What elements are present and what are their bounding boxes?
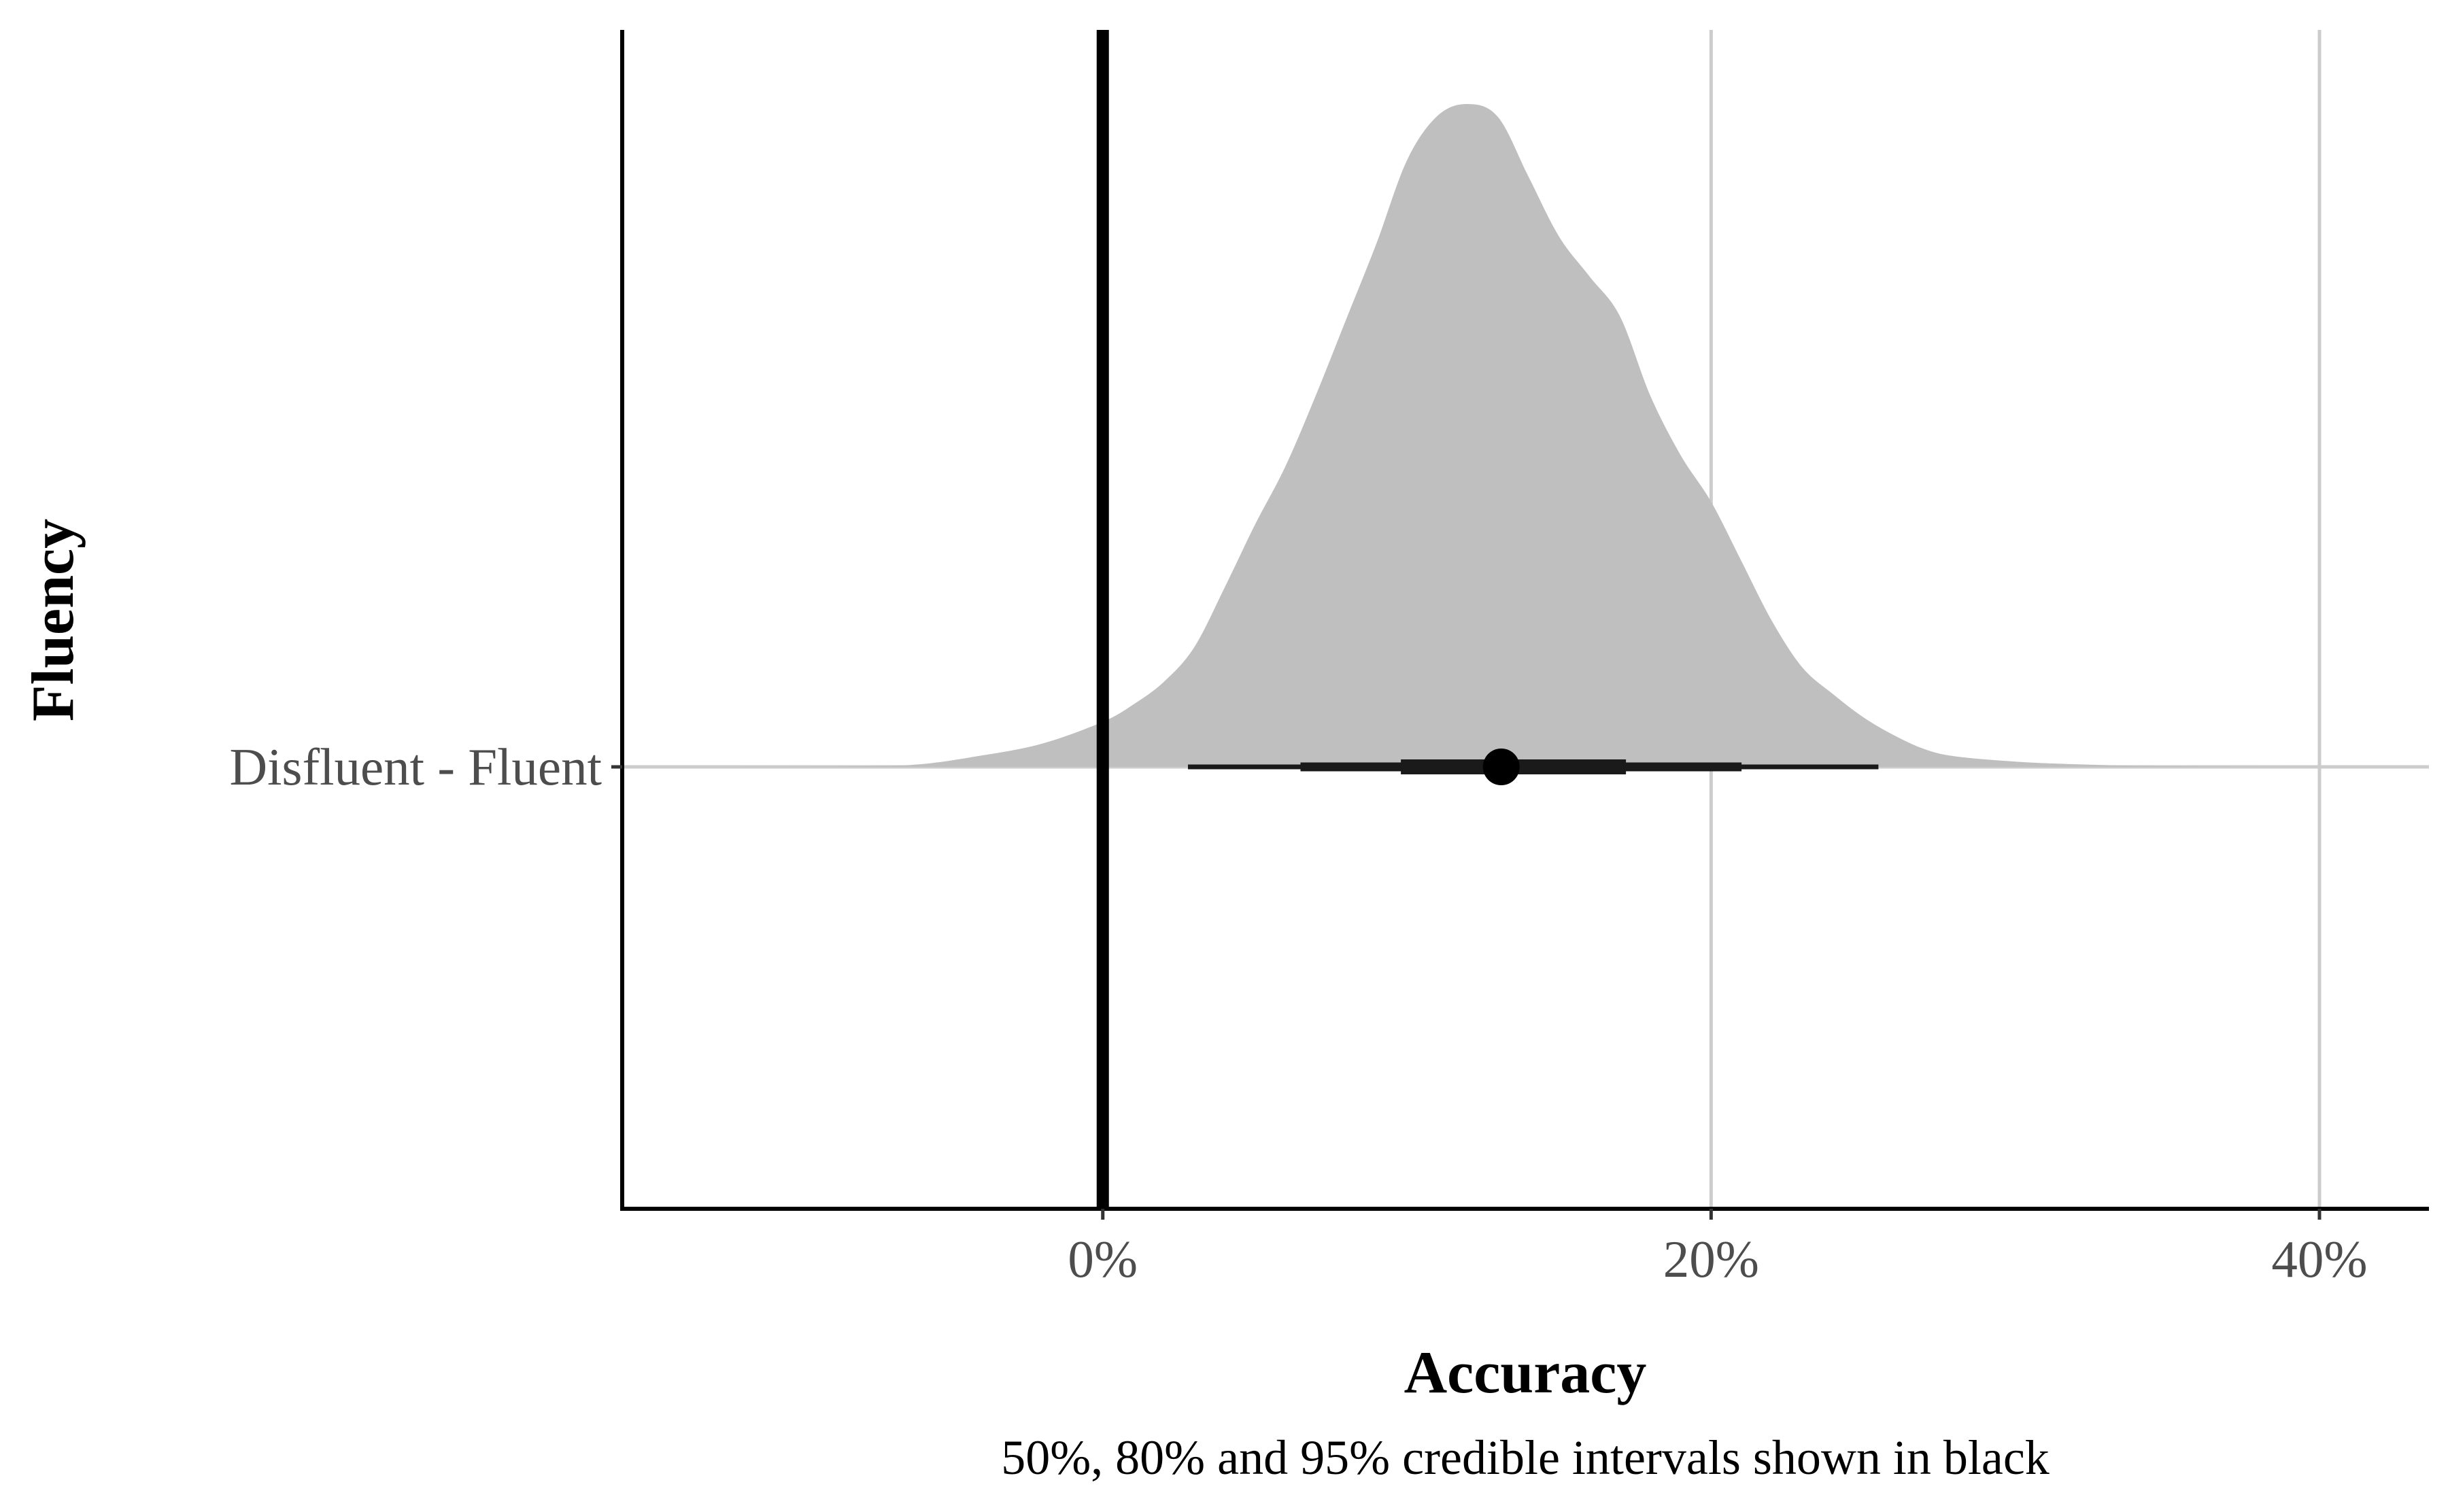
point-estimate-marker [1482, 749, 1520, 785]
y-axis-title: Fluency [20, 519, 86, 721]
chart-caption: 50%, 80% and 95% credible intervals show… [1001, 1430, 2050, 1485]
y-axis-ticks: Disfluent - Fluent [230, 738, 622, 796]
x-tick-label: 0% [1068, 1230, 1138, 1288]
x-tick-label: 40% [2271, 1230, 2367, 1288]
y-tick-label: Disfluent - Fluent [230, 738, 602, 796]
x-tick-label: 20% [1663, 1230, 1759, 1288]
posterior-density-area [737, 103, 2319, 768]
x-axis-ticks: 0% 20% 40% [1068, 1209, 2368, 1288]
x-axis-title: Accuracy [1404, 1340, 1647, 1406]
